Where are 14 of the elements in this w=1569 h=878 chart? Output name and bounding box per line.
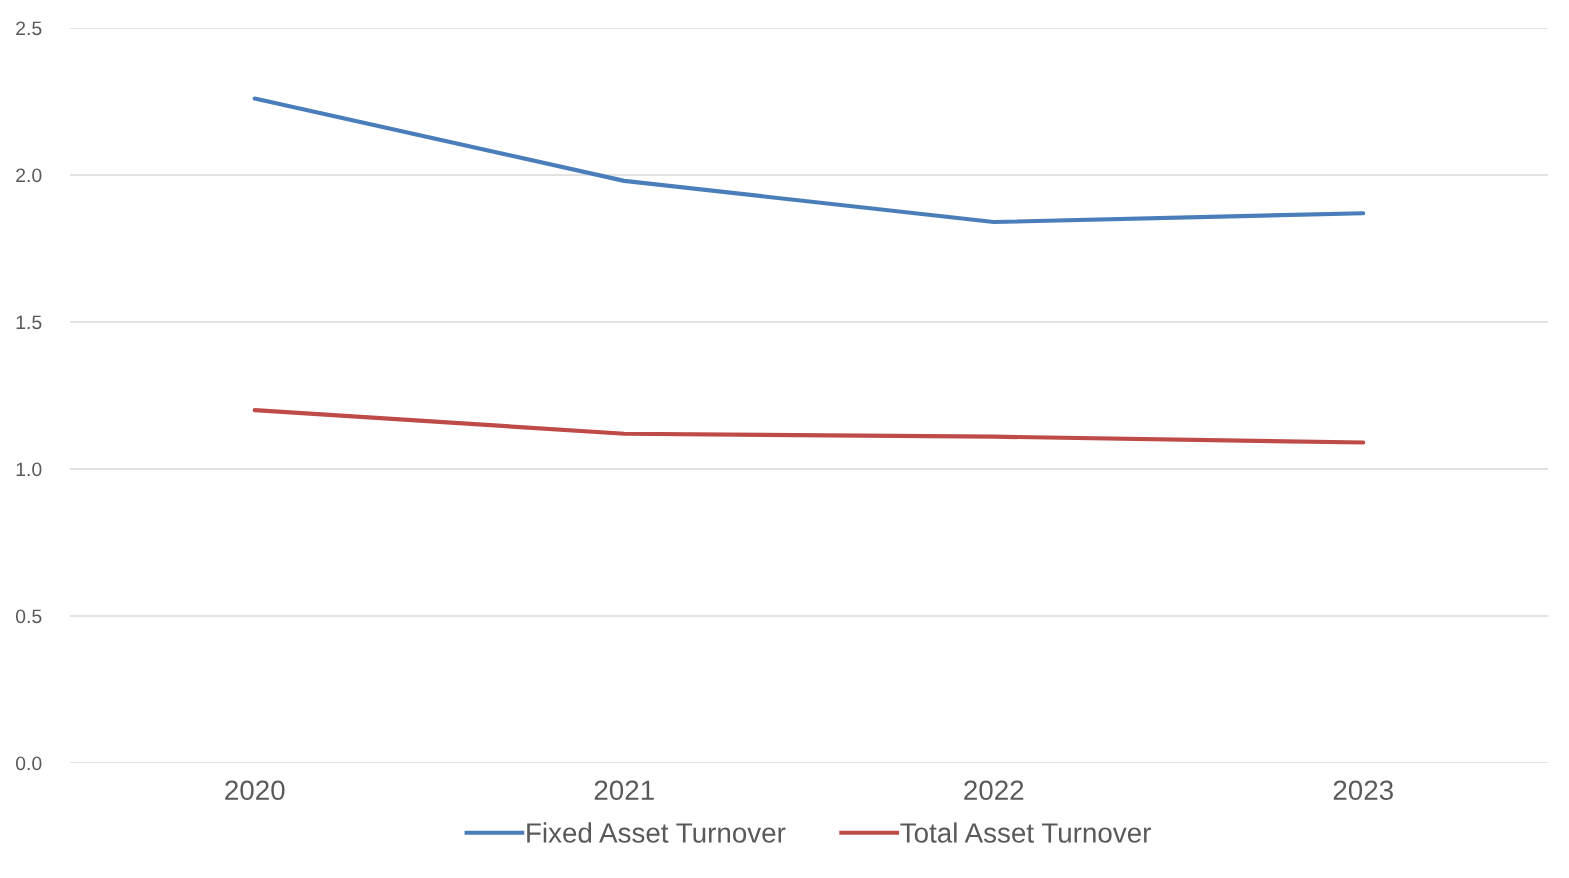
y-tick-label: 2.0 <box>16 168 42 183</box>
y-tick-label: 0.0 <box>15 756 42 771</box>
y-tick-label: 1.0 <box>16 462 42 477</box>
x-tick-label: 2023 <box>1333 780 1393 801</box>
legend-label: Fixed Asset Turnover <box>527 822 786 843</box>
line-series <box>252 408 1366 445</box>
y-tick-label: 2.5 <box>16 21 42 36</box>
legend-label: Total Asset Turnover <box>900 822 1151 843</box>
line-series <box>252 96 1366 225</box>
x-tick-label: 2021 <box>594 780 654 801</box>
y-tick-label: 0.5 <box>15 609 42 624</box>
y-tick-label: 1.5 <box>16 315 42 330</box>
x-tick-label: 2022 <box>964 780 1024 801</box>
x-tick-label: 2020 <box>225 780 285 801</box>
